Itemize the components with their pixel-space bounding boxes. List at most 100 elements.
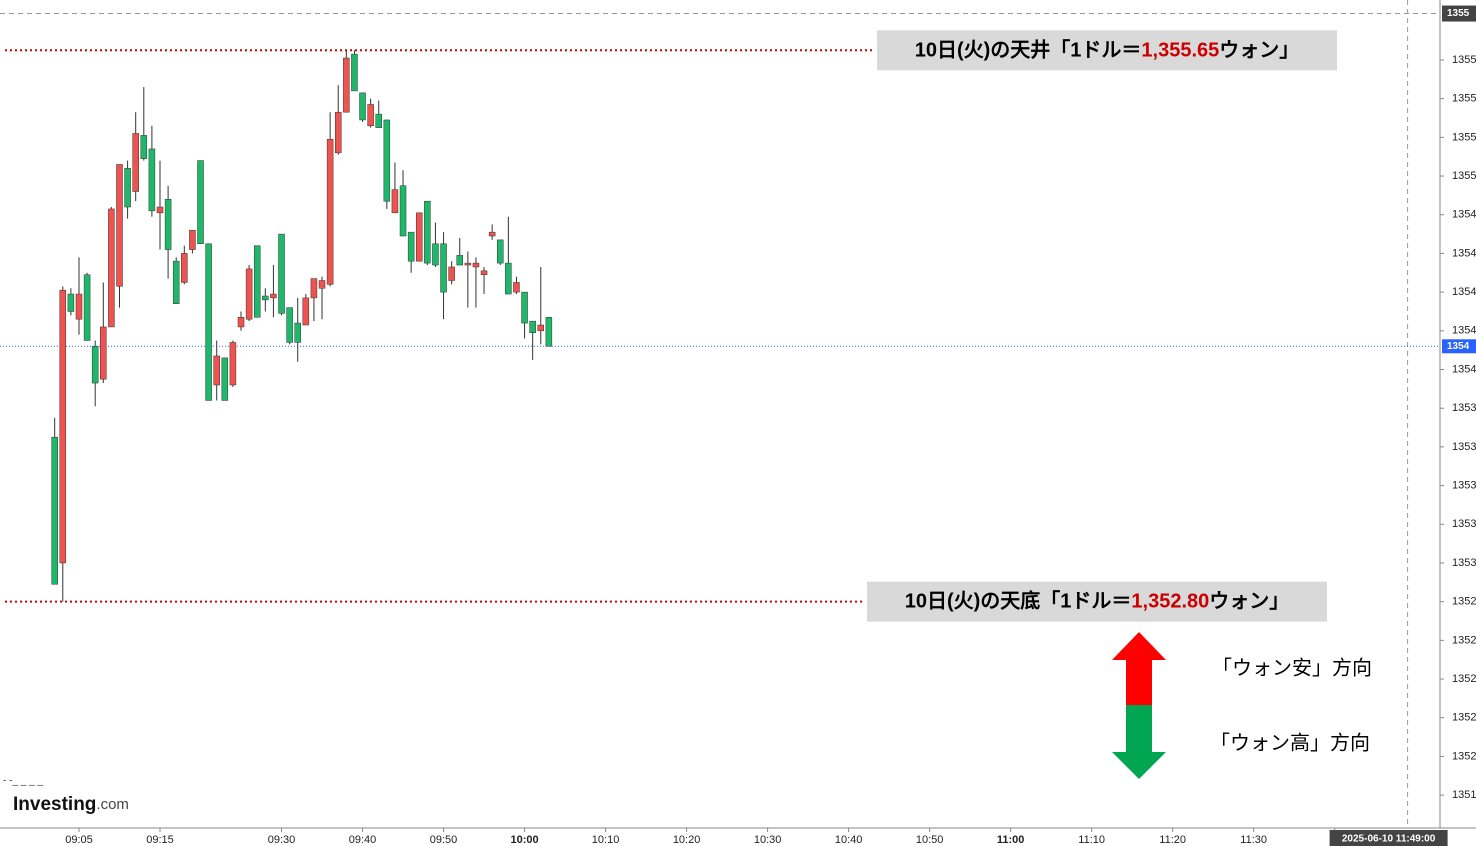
candle-body bbox=[472, 262, 480, 268]
candle-body bbox=[375, 113, 382, 128]
candle-body bbox=[51, 436, 58, 585]
candle-body bbox=[440, 243, 447, 293]
annotation-suffix: ウォン」 bbox=[1209, 590, 1289, 613]
x-tick-label: 11:30 bbox=[1240, 834, 1267, 846]
candle-body bbox=[156, 206, 164, 214]
candle-body bbox=[529, 320, 536, 333]
candle-body bbox=[205, 243, 212, 401]
annotation-text: 10日(火)の天井「1ドル＝1,355.65ウォン」 bbox=[915, 38, 1300, 62]
candle-body bbox=[415, 212, 423, 262]
x-tick-label: 10:10 bbox=[592, 834, 620, 846]
y-tick-label: 1354. bbox=[1452, 325, 1476, 337]
candle-body bbox=[407, 231, 415, 262]
y-tick-label: 1352. bbox=[1452, 712, 1476, 724]
y-tick-label: 1354. bbox=[1452, 286, 1476, 298]
annotation-suffix: ウォン」 bbox=[1219, 39, 1299, 62]
y-tick-label: 1352. bbox=[1452, 750, 1476, 762]
candle-body bbox=[213, 355, 220, 386]
candle-body bbox=[310, 278, 318, 299]
annotation-value: 1,355.65 bbox=[1141, 40, 1219, 62]
candle-body bbox=[270, 293, 277, 299]
candle-body bbox=[132, 133, 139, 192]
candle-body bbox=[124, 168, 131, 208]
down-arrow bbox=[1112, 705, 1166, 779]
candle-body bbox=[448, 266, 455, 281]
annotation-prefix: 10日(火)の天井「1ドル＝ bbox=[915, 38, 1142, 62]
y-tick-label: 1353. bbox=[1452, 402, 1476, 414]
candle-body bbox=[221, 357, 229, 401]
candle-body bbox=[140, 135, 148, 159]
candle-body bbox=[181, 253, 188, 283]
candle-body bbox=[197, 160, 204, 245]
candle-body bbox=[83, 274, 91, 341]
candle-body bbox=[359, 92, 366, 121]
annotation-prefix: 10日(火)の天底「1ドル＝ bbox=[905, 589, 1132, 613]
up-arrow bbox=[1112, 632, 1166, 705]
candle-body bbox=[464, 262, 472, 266]
y-tick-label: 1351. bbox=[1452, 789, 1476, 801]
candle-body bbox=[456, 255, 463, 266]
candle-body bbox=[505, 262, 512, 295]
candle-body bbox=[100, 326, 107, 380]
price-box bbox=[1442, 339, 1476, 354]
candle-body bbox=[108, 208, 115, 328]
decor: - -_ _ _ _ bbox=[3, 776, 43, 787]
candle-body bbox=[399, 185, 407, 237]
logo: Investing.com bbox=[13, 794, 129, 815]
annotation-box bbox=[877, 30, 1337, 71]
candle-body bbox=[488, 231, 496, 237]
candle-body bbox=[351, 53, 358, 92]
logo-brand: Investing bbox=[13, 794, 96, 815]
candle-body bbox=[286, 307, 293, 343]
x-tick-label: 09:30 bbox=[268, 834, 296, 846]
y-tick-label: 1354 bbox=[1452, 363, 1476, 375]
candle-body bbox=[497, 239, 504, 264]
candle-body bbox=[326, 139, 334, 285]
candle-body bbox=[164, 199, 172, 250]
crosshair-y-label: 1355 bbox=[1447, 8, 1470, 19]
x-tick-label: 10:00 bbox=[510, 834, 538, 846]
candle-body bbox=[537, 324, 545, 332]
x-tick-label: 09:05 bbox=[65, 834, 93, 846]
y-tick-label: 1354. bbox=[1452, 209, 1476, 221]
candle-body bbox=[278, 233, 285, 314]
y-tick-label: 1355. bbox=[1452, 170, 1476, 182]
candle-body bbox=[75, 293, 83, 320]
y-tick-label: 1353. bbox=[1452, 479, 1476, 491]
x-tick-label: 10:50 bbox=[916, 834, 944, 846]
candle-body bbox=[343, 57, 350, 113]
candle-body bbox=[294, 322, 301, 343]
candle-body bbox=[237, 317, 245, 328]
crosshair-x-label: 2025-06-10 11:49:00 bbox=[1342, 834, 1436, 845]
candle-body bbox=[424, 200, 431, 264]
y-tick-label: 1352. bbox=[1452, 673, 1476, 685]
annotation-text: 10日(火)の天底「1ドル＝1,352.80ウォン」 bbox=[905, 589, 1290, 613]
y-tick-label: 1355. bbox=[1452, 131, 1476, 143]
x-tick-label: 09:50 bbox=[430, 834, 458, 846]
candle-body bbox=[172, 260, 180, 304]
candle-body bbox=[59, 289, 67, 564]
y-tick-label: 1355. bbox=[1452, 93, 1476, 105]
candle-body bbox=[521, 291, 528, 324]
candle-body bbox=[148, 148, 156, 212]
candle-body bbox=[545, 317, 553, 347]
candle-body bbox=[318, 280, 326, 289]
candle-body bbox=[67, 293, 75, 312]
x-tick-label: 09:40 bbox=[349, 834, 377, 846]
y-tick-label: 1353. bbox=[1452, 441, 1476, 453]
price-label: 1354 bbox=[1447, 341, 1470, 352]
x-tick-label: 09:15 bbox=[146, 834, 174, 846]
candle-body bbox=[189, 229, 196, 250]
candle-body bbox=[253, 245, 261, 318]
annotation-value: 1,352.80 bbox=[1131, 591, 1209, 613]
y-tick-label: 1355. bbox=[1452, 54, 1476, 66]
down-direction-label: 「ウォン高」方向 bbox=[1210, 731, 1370, 754]
x-tick-label: 11:10 bbox=[1078, 834, 1105, 846]
crosshair-x-box bbox=[1329, 830, 1448, 846]
y-tick-label: 1352. bbox=[1452, 596, 1476, 608]
candle-body bbox=[262, 295, 269, 301]
x-tick-label: 10:20 bbox=[673, 834, 701, 846]
annotation-box bbox=[867, 581, 1327, 622]
candle-body bbox=[91, 346, 99, 384]
x-tick-label: 11:00 bbox=[997, 834, 1025, 846]
